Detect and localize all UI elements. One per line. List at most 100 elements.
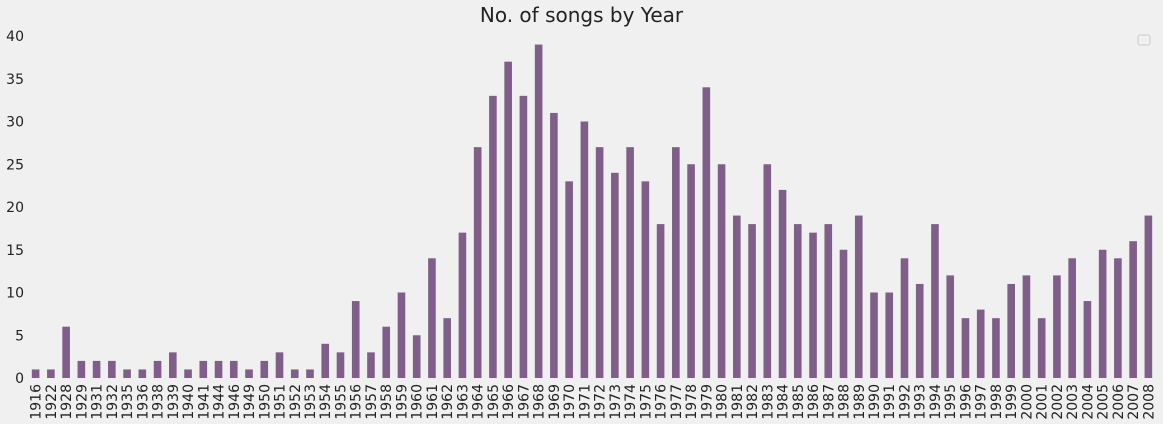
bar-1962	[443, 318, 451, 378]
x-tick-label: 1981	[730, 384, 746, 420]
bar-1996	[961, 318, 970, 378]
x-tick-label: 1950	[257, 384, 273, 420]
bar-2001	[1037, 318, 1046, 378]
bar-1990	[870, 292, 878, 378]
bar-1972	[595, 147, 604, 378]
bar-1969	[550, 112, 558, 378]
bar-1955	[336, 352, 345, 378]
x-tick-label: 1988	[837, 384, 853, 420]
x-tick-label: 1996	[958, 384, 974, 420]
x-tick-label: 1986	[806, 384, 822, 420]
bar-1981	[733, 215, 741, 378]
bar-2006	[1114, 258, 1122, 378]
y-tick-label: 30	[6, 115, 24, 131]
bar-1964	[473, 147, 482, 378]
x-tick-label: 1984	[776, 384, 792, 420]
x-tick-label: 1979	[699, 384, 715, 420]
bar-1977	[672, 147, 680, 378]
bar-1952	[290, 369, 299, 378]
x-tick-label: 1932	[105, 384, 121, 420]
x-tick-label: 2005	[1096, 384, 1112, 420]
x-tick-label: 1953	[303, 384, 319, 420]
x-tick-label: 1993	[913, 384, 929, 420]
bar-1940	[184, 369, 192, 378]
y-tick-label: 40	[6, 29, 24, 45]
bar-1967	[519, 95, 528, 378]
x-tick-label: 1955	[333, 384, 349, 420]
x-tick-label: 2003	[1065, 384, 1081, 420]
x-tick-label: 1972	[593, 384, 609, 420]
bar-1929	[77, 360, 86, 378]
x-tick-label: 1980	[715, 384, 731, 420]
bar-1916	[31, 369, 40, 378]
x-tick-label: 1982	[745, 384, 761, 420]
y-tick-label: 25	[6, 157, 24, 173]
bar-1978	[687, 164, 695, 378]
bar-1960	[412, 335, 421, 378]
x-tick-label: 1938	[151, 384, 167, 420]
x-tick-label: 1960	[410, 384, 426, 420]
x-tick-label: 1962	[440, 384, 456, 420]
y-axis-ticks: 0 5 10 15 20 25 30 35 40	[6, 29, 24, 387]
bar-2000	[1022, 275, 1031, 378]
bar-1922	[47, 369, 55, 378]
bar-1982	[748, 224, 756, 378]
bar-2005	[1098, 249, 1107, 378]
x-tick-label: 1949	[242, 384, 258, 420]
x-tick-label: 1951	[273, 384, 289, 420]
y-tick-label: 20	[6, 200, 24, 216]
x-tick-label: 1994	[928, 384, 944, 420]
bar-1974	[626, 147, 634, 378]
bar-1979	[702, 87, 711, 379]
x-tick-label: 1961	[425, 384, 441, 420]
x-tick-label: 2008	[1141, 384, 1157, 420]
x-tick-label: 1991	[882, 384, 898, 420]
x-tick-label: 1944	[212, 384, 228, 420]
bar-1993	[915, 283, 924, 378]
x-tick-label: 2002	[1050, 384, 1066, 420]
x-tick-label: 1922	[44, 384, 60, 420]
x-tick-label: 1977	[669, 384, 685, 420]
x-tick-label: 1999	[1004, 384, 1020, 420]
x-tick-label: 1978	[684, 384, 700, 420]
x-tick-label: 1967	[516, 384, 532, 420]
bar-1998	[992, 318, 1000, 378]
bar-1995	[946, 275, 955, 378]
x-tick-label: 1997	[974, 384, 990, 420]
x-tick-label: 1941	[196, 384, 212, 420]
bar-2008	[1144, 215, 1153, 378]
y-tick-label: 10	[6, 286, 24, 302]
x-tick-label: 1968	[532, 384, 548, 420]
x-tick-label: 1963	[455, 384, 471, 420]
bar-1931	[92, 360, 101, 378]
x-tick-label: 1940	[181, 384, 197, 420]
bar-1989	[854, 215, 863, 378]
bar-1959	[397, 292, 406, 378]
x-tick-label: 1957	[364, 384, 380, 420]
bar-1932	[108, 360, 116, 378]
bar-1983	[763, 164, 772, 378]
x-tick-label: 1956	[349, 384, 365, 420]
y-tick-label: 0	[15, 371, 24, 387]
x-tick-label: 1935	[120, 384, 136, 420]
bar-1999	[1007, 283, 1015, 378]
bar-1984	[778, 189, 787, 378]
x-tick-label: 2004	[1080, 384, 1096, 420]
x-tick-label: 1976	[654, 384, 670, 420]
y-tick-label: 35	[6, 72, 24, 88]
bar-2007	[1129, 241, 1137, 378]
x-axis-ticks: 1916 1922 1928 1929 1931 1932 1935 1936 1938 1939…	[29, 384, 1158, 420]
x-tick-label: 1983	[760, 384, 776, 420]
x-tick-label: 1998	[989, 384, 1005, 420]
bar-1941	[199, 360, 208, 378]
x-tick-label: 1987	[821, 384, 837, 420]
x-tick-label: 1966	[501, 384, 517, 420]
bar-1986	[809, 232, 817, 378]
bars-group	[31, 44, 1153, 379]
bar-1928	[62, 326, 70, 378]
bar-1994	[931, 224, 939, 378]
x-tick-label: 1964	[471, 384, 487, 420]
x-tick-label: 2000	[1019, 384, 1035, 420]
